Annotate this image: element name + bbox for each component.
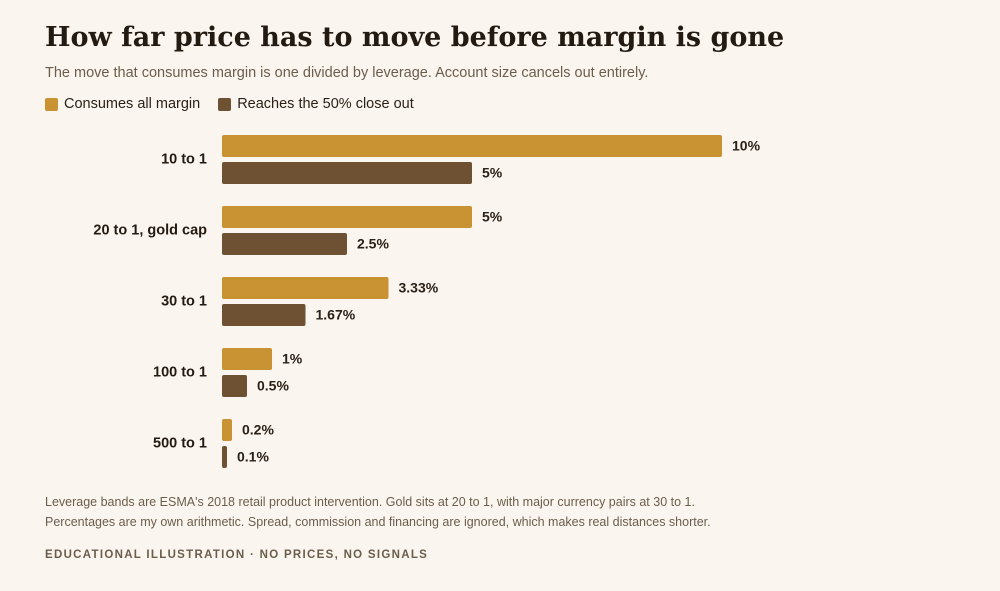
value-label-10-to-1-consumes-margin: 10% xyxy=(732,138,761,154)
value-label-500-to-1-consumes-margin: 0.2% xyxy=(242,422,274,438)
category-label-100-to-1: 100 to 1 xyxy=(153,364,207,380)
legend-swatch-consumes-margin xyxy=(45,97,58,111)
bar-20-to-1-gold-cap-consumes-margin xyxy=(222,206,472,228)
value-label-30-to-1-consumes-margin: 3.33% xyxy=(399,280,439,296)
legend: Consumes all margin Reaches the 50% clos… xyxy=(45,96,432,112)
footnote-line-1: Leverage bands are ESMA's 2018 retail pr… xyxy=(45,495,695,509)
category-label-10-to-1: 10 to 1 xyxy=(161,151,207,167)
legend-item-consumes-margin: Consumes all margin xyxy=(45,96,200,112)
legend-label-consumes-margin: Consumes all margin xyxy=(64,96,201,112)
bar-20-to-1-gold-cap-close-out xyxy=(222,233,347,255)
value-label-100-to-1-close-out: 0.5% xyxy=(257,378,289,394)
value-label-30-to-1-close-out: 1.67% xyxy=(316,307,356,323)
legend-swatch-close-out xyxy=(218,97,232,111)
bar-100-to-1-close-out xyxy=(222,375,247,397)
value-label-10-to-1-close-out: 5% xyxy=(482,165,503,181)
value-label-20-to-1-gold-cap-close-out: 2.5% xyxy=(357,236,389,252)
chart-title: How far price has to move before margin … xyxy=(45,22,785,53)
bar-500-to-1-consumes-margin xyxy=(222,419,232,441)
category-label-20-to-1-gold-cap: 20 to 1, gold cap xyxy=(93,222,207,238)
category-label-500-to-1: 500 to 1 xyxy=(153,435,207,451)
bar-30-to-1-close-out xyxy=(222,304,306,326)
bar-10-to-1-consumes-margin xyxy=(222,135,722,157)
legend-label-close-out: Reaches the 50% close out xyxy=(237,96,414,112)
chart-subtitle: The move that consumes margin is one div… xyxy=(45,65,649,81)
disclaimer-badge: EDUCATIONAL ILLUSTRATION · NO PRICES, NO… xyxy=(45,549,429,561)
bar-100-to-1-consumes-margin xyxy=(222,348,272,370)
bar-500-to-1-close-out xyxy=(222,446,227,468)
bar-chart: 10 to 1 10% 5% 20 to 1, gold cap 5% 2.5% 30 to… xyxy=(93,135,761,468)
footnote-line-2: Percentages are my own arithmetic. Sprea… xyxy=(45,515,711,529)
category-label-30-to-1: 30 to 1 xyxy=(161,293,207,309)
footnote: Leverage bands are ESMA's 2018 retail pr… xyxy=(45,492,711,532)
bar-30-to-1-consumes-margin xyxy=(222,277,389,299)
value-label-20-to-1-gold-cap-consumes-margin: 5% xyxy=(482,209,503,225)
bar-10-to-1-close-out xyxy=(222,162,472,184)
value-label-500-to-1-close-out: 0.1% xyxy=(237,449,269,465)
value-label-100-to-1-consumes-margin: 1% xyxy=(282,351,303,367)
legend-item-close-out: Reaches the 50% close out xyxy=(218,96,414,112)
